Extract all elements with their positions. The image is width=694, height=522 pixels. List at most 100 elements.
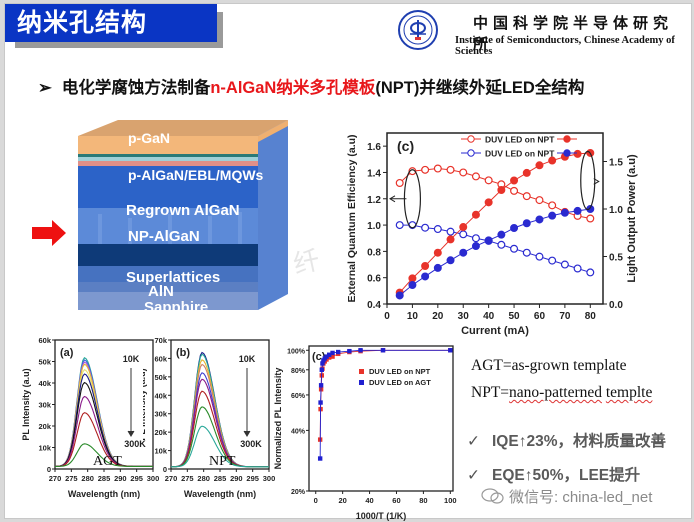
svg-text:Wavelength (nm): Wavelength (nm) xyxy=(184,489,256,499)
svg-text:80: 80 xyxy=(585,311,597,322)
svg-text:DUV LED on AGT: DUV LED on AGT xyxy=(369,378,431,387)
svg-text:20: 20 xyxy=(338,496,346,505)
svg-text:1.4: 1.4 xyxy=(367,168,381,179)
svg-text:PL Intensity (a.u): PL Intensity (a.u) xyxy=(143,368,147,440)
svg-text:(b): (b) xyxy=(176,347,190,359)
note-npt-prefix: NPT= xyxy=(471,384,510,401)
conclusion-eqe: ✓ EQE↑50%，LEE提升 xyxy=(467,463,640,485)
svg-text:PL Intensity (a.u): PL Intensity (a.u) xyxy=(21,368,31,440)
svg-text:280: 280 xyxy=(197,474,210,483)
svg-text:70k: 70k xyxy=(154,336,167,345)
note-agt: AGT=as-grown template xyxy=(471,357,627,374)
svg-text:0.5: 0.5 xyxy=(609,253,623,264)
svg-text:50: 50 xyxy=(508,311,520,322)
svg-text:0: 0 xyxy=(163,465,167,474)
svg-text:30: 30 xyxy=(458,311,470,322)
svg-text:0.0: 0.0 xyxy=(609,300,623,311)
svg-text:40%: 40% xyxy=(291,428,306,435)
svg-text:270: 270 xyxy=(49,474,62,483)
svg-text:60k: 60k xyxy=(38,336,51,345)
svg-text:1.5: 1.5 xyxy=(609,158,623,169)
svg-text:40: 40 xyxy=(365,496,373,505)
svg-text:10: 10 xyxy=(407,311,419,322)
pl-spectrum-npt-chart: 270 275 280 285 290 295 300 0 10k 20k 30k 40k 50k 60k… xyxy=(143,336,275,499)
pl-spectrum-agt-chart: 270 275 280 285 290 295 300 0 10k 20k 30k 40k 50k 60k… xyxy=(21,336,159,499)
checkmark-icon: ✓ xyxy=(467,433,480,450)
layer-label-np-algan: NP-AlGaN xyxy=(128,228,200,245)
subtitle: ➢ 电化学腐蚀方法制备n-AlGaN纳米多孔模板(NPT)并继续外延LED全结构 xyxy=(38,74,584,98)
svg-text:0.4: 0.4 xyxy=(367,300,381,311)
eqe-lop-chart: 0 10 20 30 40 50 60 70 80 0.4 0.6 0.8 1.0 1.2 1.4 1.6 0.… xyxy=(346,132,638,337)
svg-text:80%: 80% xyxy=(291,368,306,375)
svg-text:10K: 10K xyxy=(123,354,140,364)
svg-text:100%: 100% xyxy=(287,348,306,355)
wechat-watermark: 微信号: china-led_net xyxy=(481,486,652,507)
svg-text:295: 295 xyxy=(130,474,143,483)
svg-text:100: 100 xyxy=(444,496,457,505)
svg-text:30k: 30k xyxy=(38,401,51,410)
svg-text:10K: 10K xyxy=(239,354,256,364)
svg-text:1000/T (1/K): 1000/T (1/K) xyxy=(356,511,407,521)
svg-text:AGT: AGT xyxy=(93,454,122,469)
layer-label-p-gan: p-GaN xyxy=(128,130,170,146)
svg-text:275: 275 xyxy=(181,474,194,483)
note-npt-word1: nano-patterned xyxy=(509,384,602,401)
svg-text:(a): (a) xyxy=(60,347,74,359)
svg-text:280: 280 xyxy=(81,474,94,483)
layer-label-aln: AlN xyxy=(148,283,174,300)
svg-text:DUV LED on NPT: DUV LED on NPT xyxy=(485,135,555,145)
svg-text:Normalized PL Intensity: Normalized PL Intensity xyxy=(273,368,283,470)
svg-text:290: 290 xyxy=(230,474,243,483)
svg-text:Light Output Power (a.u): Light Output Power (a.u) xyxy=(626,154,638,283)
normalized-pl-chart: 0 20 40 60 80 100 20% 40% 60% 80% 100% Normalized P… xyxy=(273,345,457,521)
conclusion-eqe-text: EQE↑50%，LEE提升 xyxy=(492,467,641,484)
arrow-bullet-icon: ➢ xyxy=(38,79,52,97)
svg-text:0: 0 xyxy=(314,496,318,505)
svg-text:NPT: NPT xyxy=(209,454,236,469)
svg-text:285: 285 xyxy=(214,474,227,483)
svg-text:270: 270 xyxy=(165,474,178,483)
svg-text:300K: 300K xyxy=(240,439,262,449)
svg-text:50k: 50k xyxy=(38,358,51,367)
svg-text:(c): (c) xyxy=(397,138,414,154)
checkmark-icon: ✓ xyxy=(467,467,480,484)
note-npt-word2: templte xyxy=(605,384,653,401)
svg-text:50k: 50k xyxy=(154,373,167,382)
svg-text:1.0: 1.0 xyxy=(609,205,623,216)
svg-text:30k: 30k xyxy=(154,410,167,419)
svg-text:300: 300 xyxy=(263,474,275,483)
institute-name-en: Institute of Semiconductors, Chinese Aca… xyxy=(455,35,675,57)
svg-text:40: 40 xyxy=(483,311,495,322)
svg-text:295: 295 xyxy=(246,474,259,483)
svg-text:10k: 10k xyxy=(38,444,51,453)
svg-text:60%: 60% xyxy=(291,393,306,400)
svg-text:60: 60 xyxy=(534,311,546,322)
wechat-id-text: 微信号: china-led_net xyxy=(509,489,653,506)
slide-title: 纳米孔结构 xyxy=(5,4,217,42)
svg-text:275: 275 xyxy=(65,474,78,483)
svg-text:20k: 20k xyxy=(154,428,167,437)
svg-text:DUV LED on NPT: DUV LED on NPT xyxy=(485,149,555,159)
svg-text:0.6: 0.6 xyxy=(367,274,381,285)
layer-label-sapphire: Sapphire xyxy=(144,299,209,316)
svg-text:40k: 40k xyxy=(38,379,51,388)
svg-text:290: 290 xyxy=(114,474,127,483)
svg-text:300: 300 xyxy=(147,474,159,483)
svg-text:20: 20 xyxy=(432,311,444,322)
layer-label-mqws: p-AlGaN/EBL/MQWs xyxy=(128,167,264,183)
subtitle-part3: (NPT)并继续外延LED全结构 xyxy=(375,79,585,97)
cas-semiconductor-logo-icon xyxy=(398,10,438,50)
svg-text:80: 80 xyxy=(419,496,427,505)
svg-text:External Quantum Efficiency (a: External Quantum Efficiency (a.u) xyxy=(346,134,358,302)
svg-text:20k: 20k xyxy=(38,422,51,431)
wechat-icon xyxy=(481,488,504,504)
svg-text:70: 70 xyxy=(559,311,571,322)
svg-text:300K: 300K xyxy=(124,439,146,449)
svg-text:60: 60 xyxy=(392,496,400,505)
svg-text:1.6: 1.6 xyxy=(367,142,381,153)
svg-text:40k: 40k xyxy=(154,391,167,400)
svg-text:Current (mA): Current (mA) xyxy=(461,325,529,337)
svg-text:0: 0 xyxy=(47,465,51,474)
subtitle-part1: 电化学腐蚀方法制备 xyxy=(61,79,211,97)
conclusion-iqe: ✓ IQE↑23%，材料质量改善 xyxy=(467,429,666,451)
